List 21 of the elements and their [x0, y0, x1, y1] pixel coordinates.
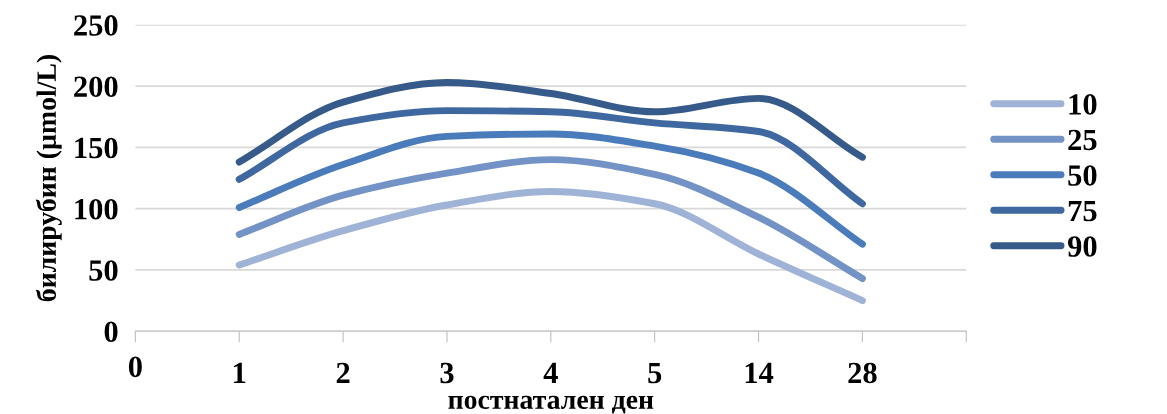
x-tick-label: 14: [745, 362, 774, 383]
x-tick-label: 3: [440, 362, 454, 384]
legend-label: 10: [1069, 94, 1097, 115]
x-tick-label: 28: [848, 362, 877, 384]
y-tick-label: 150: [75, 137, 118, 159]
y-tick-label: 250: [74, 15, 118, 36]
legend-label: 50: [1068, 165, 1097, 186]
y-tick-label: 50: [89, 260, 118, 281]
x-tick-label: 4: [543, 362, 558, 383]
y-tick-label: 0: [104, 321, 118, 343]
legend-label: 25: [1068, 129, 1097, 151]
legend-label: 75: [1068, 200, 1097, 222]
x-axis-title: постнатален ден: [448, 395, 654, 414]
x-tick-label: 5: [648, 362, 662, 384]
y-tick-label: 100: [75, 198, 118, 220]
y-axis-title: билирубин (µmol/L): [35, 55, 62, 302]
legend-label: 90: [1067, 236, 1097, 257]
y-tick-label: 200: [74, 76, 118, 98]
x-tick-label: 0: [128, 356, 142, 378]
x-tick-label: 2: [336, 362, 350, 383]
x-tick-label: 1: [234, 362, 246, 383]
